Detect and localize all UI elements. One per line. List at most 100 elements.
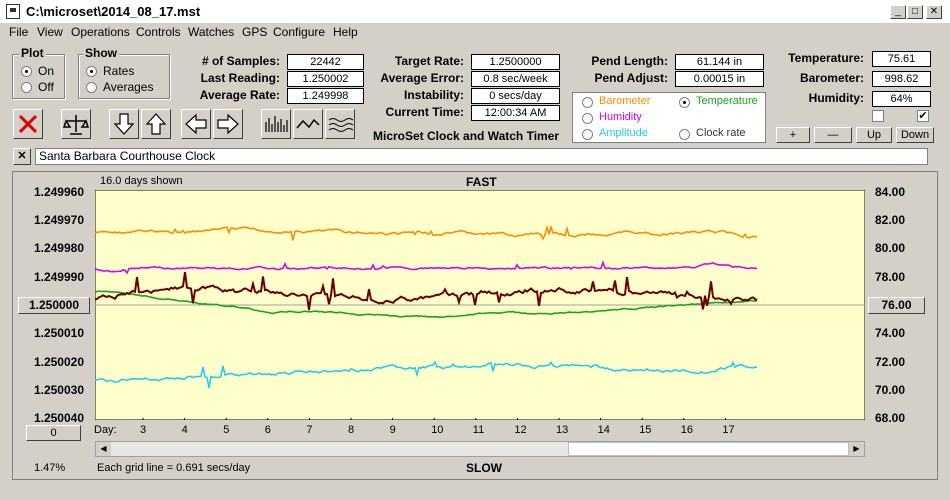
close-icon[interactable]: ✕ [926, 5, 942, 19]
right-tick-label: 68.00 [875, 411, 906, 425]
window-title: C:\microset\2014_08_17.mst [26, 4, 201, 19]
temperature-trace [95, 290, 758, 319]
pend-adjust-label: Pend Adjust: [594, 71, 668, 85]
temperature-radio[interactable] [679, 97, 690, 108]
barometer-radio[interactable] [582, 97, 593, 108]
day-label: 5 [223, 424, 230, 436]
barometer-trace [95, 224, 758, 241]
zero-button[interactable]: 0 [26, 425, 81, 441]
target-rate-field[interactable]: 1.2500000 [471, 54, 560, 70]
channel-select-box [572, 92, 766, 143]
up-arrow-button[interactable] [141, 109, 171, 139]
day-label: 12 [514, 424, 527, 436]
left-tick-label: 1.249960 [33, 185, 84, 199]
grid-note-label: Each grid line = 0.691 secs/day [97, 462, 251, 474]
stop-button[interactable] [13, 109, 43, 139]
arrow-left-icon [185, 113, 207, 135]
right-tick-label: 72.00 [875, 355, 906, 369]
right-tick-label: 82.00 [875, 213, 906, 227]
right-arrow-button[interactable] [213, 109, 243, 139]
clock-rate-option: Clock rate [696, 127, 746, 139]
samples-field: 22442 [287, 54, 364, 70]
temperature-option: Temperature [696, 95, 758, 107]
left-tick-label: 1.250020 [33, 355, 84, 369]
left-tick-label: 1.250010 [33, 326, 84, 340]
scroll-left-icon[interactable]: ◀ [96, 442, 111, 456]
left-arrow-button[interactable] [181, 109, 211, 139]
show-rates-label: Rates [103, 64, 135, 78]
day-label: 15 [639, 424, 652, 436]
temperature-label: Temperature: [788, 51, 864, 65]
bars-view-button[interactable] [261, 109, 291, 139]
arrow-down-icon [113, 113, 135, 135]
right-center-button[interactable]: 76.00 [868, 297, 925, 314]
left-center-button[interactable]: 1.250000 [18, 297, 90, 314]
plot-on-radio[interactable] [21, 66, 32, 77]
balance-icon [62, 115, 90, 135]
current-time-label: Current Time: [385, 105, 464, 119]
show-averages-label: Averages [103, 80, 154, 94]
menu-file[interactable]: File [9, 25, 29, 39]
arrow-up-icon [145, 113, 167, 135]
day-label: 8 [348, 424, 355, 436]
menu-controls[interactable]: Controls [136, 25, 181, 39]
minimize-icon[interactable]: _ [890, 5, 906, 19]
wave-icon [328, 118, 354, 132]
arrow-right-icon [217, 113, 239, 135]
barometer-field: 998.62 [872, 71, 931, 87]
channel-down-button[interactable]: Down [896, 127, 934, 143]
amplitude-option: Amplitude [599, 127, 648, 139]
plot-group-label: Plot [19, 46, 46, 60]
barometer-label: Barometer: [799, 71, 864, 85]
x-icon [18, 114, 38, 134]
menu-view[interactable]: View [37, 25, 63, 39]
menu-operations[interactable]: Operations [71, 25, 130, 39]
right-tick-label: 80.00 [875, 241, 906, 255]
channel-minus-button[interactable]: — [814, 127, 852, 143]
amplitude-trace [95, 360, 757, 389]
avg-error-label: Average Error: [380, 71, 464, 85]
scrollbar-thumb[interactable] [568, 442, 849, 456]
clock-rate-radio[interactable] [679, 129, 690, 140]
app-icon [6, 4, 20, 19]
clear-watch-button[interactable]: ✕ [13, 148, 31, 165]
down-arrow-button[interactable] [109, 109, 139, 139]
humidity-radio[interactable] [582, 113, 593, 124]
balance-button[interactable] [61, 109, 91, 139]
instability-field: 0 secs/day [471, 88, 560, 104]
maximize-icon[interactable]: □ [907, 5, 923, 19]
day-label: 14 [597, 424, 610, 436]
line-view-button[interactable] [293, 109, 323, 139]
current-time-field: 12:00:34 AM [471, 105, 560, 121]
day-label: 11 [472, 424, 485, 436]
horizontal-scrollbar[interactable]: ◀ ▶ [95, 441, 865, 457]
channel-up-button[interactable]: Up [856, 127, 892, 143]
pend-length-label: Pend Length: [591, 54, 668, 68]
channel-left-checkbox[interactable] [872, 110, 884, 122]
menu-watches[interactable]: Watches [188, 25, 235, 39]
scroll-right-icon[interactable]: ▶ [849, 442, 864, 456]
show-averages-radio[interactable] [86, 82, 97, 93]
amplitude-radio[interactable] [582, 129, 593, 140]
channel-plus-button[interactable]: + [776, 127, 810, 143]
menu-configure[interactable]: Configure [273, 25, 326, 39]
menu-gps[interactable]: GPS [242, 25, 268, 39]
menu-help[interactable]: Help [333, 25, 358, 39]
line-icon [296, 118, 320, 129]
day-label: 10 [431, 424, 444, 436]
days-shown-label: 16.0 days shown [100, 175, 183, 187]
pend-adjust-field: 0.00015 in [675, 71, 764, 87]
right-tick-label: 78.00 [875, 270, 906, 284]
last-reading-field: 1.250002 [287, 71, 364, 87]
pend-length-field[interactable]: 61.144 in [675, 54, 764, 70]
humidity-trace [95, 260, 758, 275]
plot-area [95, 190, 865, 420]
watch-name-field[interactable]: Santa Barbara Courthouse Clock [35, 148, 928, 165]
plot-off-radio[interactable] [21, 82, 32, 93]
day-label: 17 [722, 424, 735, 436]
samples-label: # of Samples: [201, 54, 280, 68]
show-rates-radio[interactable] [86, 66, 97, 77]
wave-view-button[interactable] [325, 109, 355, 139]
day-label: 7 [306, 424, 313, 436]
channel-right-checkbox[interactable]: ✔ [917, 110, 929, 122]
